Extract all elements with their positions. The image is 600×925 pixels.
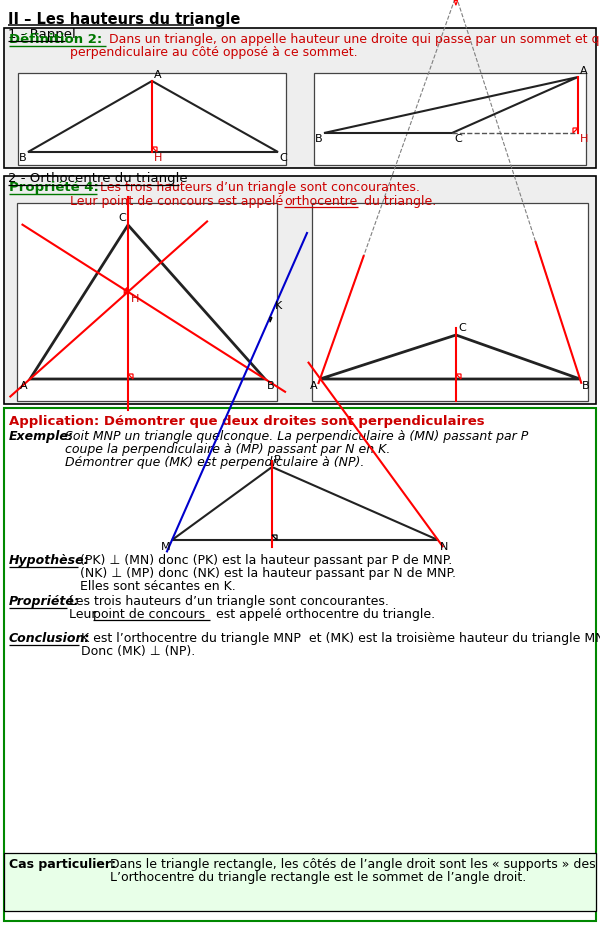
Text: Propriété 4:: Propriété 4:: [9, 181, 99, 194]
Text: A: A: [310, 381, 318, 391]
Text: H: H: [154, 153, 163, 163]
Text: C: C: [118, 213, 126, 223]
Text: Démontrer que (MK) est perpendiculaire à (NP).: Démontrer que (MK) est perpendiculaire à…: [65, 456, 364, 469]
Text: Propriété:: Propriété:: [9, 595, 80, 608]
Bar: [17, 203, 277, 401]
Text: Soit MNP un triangle quelconque. La perpendiculaire à (MN) passant par P: Soit MNP un triangle quelconque. La perp…: [65, 430, 528, 443]
Text: A: A: [154, 70, 161, 80]
Bar: [4, 408, 596, 921]
Text: Les trois hauteurs d’un triangle sont concourantes.: Les trois hauteurs d’un triangle sont co…: [100, 181, 420, 194]
Text: C: C: [458, 323, 466, 333]
Text: Exemple:: Exemple:: [9, 430, 74, 443]
Text: coupe la perpendiculaire à (MP) passant par N en K.: coupe la perpendiculaire à (MP) passant …: [65, 443, 391, 456]
Text: H: H: [580, 134, 589, 144]
Text: Donc (MK) ⊥ (NP).: Donc (MK) ⊥ (NP).: [81, 645, 195, 658]
Bar: [4, 28, 596, 168]
Text: Leur point de concours est appelé: Leur point de concours est appelé: [70, 195, 287, 208]
Text: A: A: [580, 66, 587, 76]
Text: Elles sont sécantes en K.: Elles sont sécantes en K.: [80, 580, 236, 593]
Text: Cas particulier:: Cas particulier:: [9, 858, 116, 871]
Text: K: K: [275, 301, 282, 311]
Text: Dans un triangle, on appelle hauteur une droite qui passe par un sommet et qui e: Dans un triangle, on appelle hauteur une…: [109, 33, 600, 46]
Text: 1 - Rappel: 1 - Rappel: [8, 28, 76, 41]
Text: B: B: [267, 381, 275, 391]
Text: Les trois hauteurs d’un triangle sont concourantes.: Les trois hauteurs d’un triangle sont co…: [69, 595, 389, 608]
Text: (NK) ⊥ (MP) donc (NK) est la hauteur passant par N de MNP.: (NK) ⊥ (MP) donc (NK) est la hauteur pas…: [80, 567, 456, 580]
Text: du triangle.: du triangle.: [360, 195, 436, 208]
Text: A: A: [20, 381, 28, 391]
Text: point de concours: point de concours: [93, 608, 205, 621]
Bar: [4, 176, 596, 404]
Text: Définition 2:: Définition 2:: [9, 33, 102, 46]
Text: B: B: [314, 134, 322, 144]
Text: L’orthocentre du triangle rectangle est le sommet de l’angle droit.: L’orthocentre du triangle rectangle est …: [110, 871, 526, 884]
Text: 2 - Orthocentre du triangle: 2 - Orthocentre du triangle: [8, 172, 188, 185]
Text: Leur: Leur: [69, 608, 101, 621]
Text: perpendiculaire au côté opposé à ce sommet.: perpendiculaire au côté opposé à ce somm…: [70, 46, 358, 59]
Bar: [314, 73, 586, 165]
Text: M: M: [160, 542, 170, 552]
Text: B: B: [19, 153, 26, 163]
Text: Hypothèse:: Hypothèse:: [9, 554, 89, 567]
Text: K est l’orthocentre du triangle MNP  et (MK) est la troisième hauteur du triangl: K est l’orthocentre du triangle MNP et (…: [81, 632, 600, 645]
Text: C: C: [454, 134, 462, 144]
Text: est appelé orthocentre du triangle.: est appelé orthocentre du triangle.: [212, 608, 435, 621]
Text: Dans le triangle rectangle, les côtés de l’angle droit sont les « supports » des: Dans le triangle rectangle, les côtés de…: [110, 858, 600, 871]
Text: N: N: [440, 542, 448, 552]
Bar: [312, 203, 588, 401]
Text: C: C: [279, 153, 287, 163]
Text: H: H: [131, 294, 139, 303]
Text: P: P: [274, 455, 281, 465]
Text: Conclusion:: Conclusion:: [9, 632, 91, 645]
Text: B: B: [582, 381, 590, 391]
Text: orthocentre: orthocentre: [284, 195, 357, 208]
Bar: [18, 73, 286, 165]
Bar: [4, 853, 596, 911]
Text: Application: Démontrer que deux droites sont perpendiculaires: Application: Démontrer que deux droites …: [9, 415, 485, 428]
Text: (PK) ⊥ (MN) donc (PK) est la hauteur passant par P de MNP.: (PK) ⊥ (MN) donc (PK) est la hauteur pas…: [80, 554, 452, 567]
Text: II – Les hauteurs du triangle: II – Les hauteurs du triangle: [8, 12, 241, 27]
